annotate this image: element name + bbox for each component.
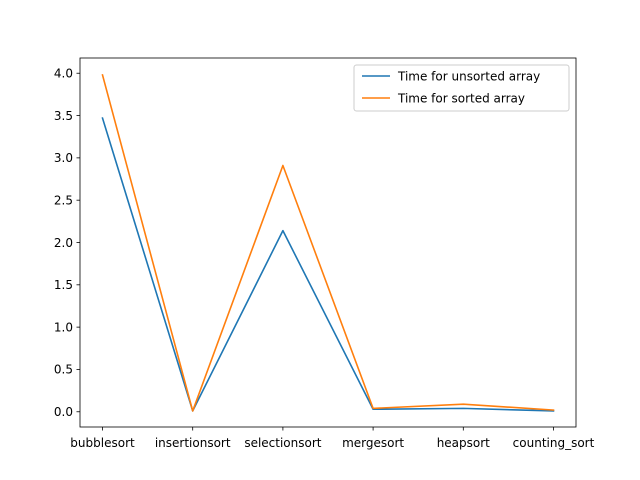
series-line-1	[101, 117, 555, 412]
legend-box	[353, 64, 570, 112]
x-tick-label: heapsort	[437, 436, 490, 450]
legend-label: Time for sorted array	[397, 91, 525, 105]
y-tick-label: 2.0	[54, 236, 73, 250]
y-tick-label: 2.5	[54, 193, 73, 207]
x-tick-label: insertionsort	[155, 436, 231, 450]
y-tick-label: 1.0	[54, 320, 73, 334]
series-layer	[101, 73, 555, 412]
legend: Time for unsorted array Time for sorted a…	[353, 64, 570, 112]
y-tick-label: 0.5	[54, 363, 73, 377]
series-line-2	[101, 73, 555, 412]
x-tick-label: counting_sort	[513, 436, 595, 450]
x-tick-label: bubblesort	[70, 436, 135, 450]
x-tick-label: selectionsort	[244, 436, 321, 450]
legend-label: Time for unsorted array	[397, 69, 540, 83]
x-axis: bubblesort insertionsort selectionsort merg…	[70, 427, 595, 450]
y-tick-label: 3.5	[54, 109, 73, 123]
x-tick-label: mergesort	[342, 436, 404, 450]
y-tick-label: 4.0	[54, 67, 73, 81]
y-tick-label: 1.5	[54, 278, 73, 292]
y-tick-label: 3.0	[54, 151, 73, 165]
y-tick-label: 0.0	[54, 405, 73, 419]
y-axis: 0.0 0.5 1.0 1.5 2.0 2.5 3.0 3.5 4.0	[54, 67, 80, 419]
